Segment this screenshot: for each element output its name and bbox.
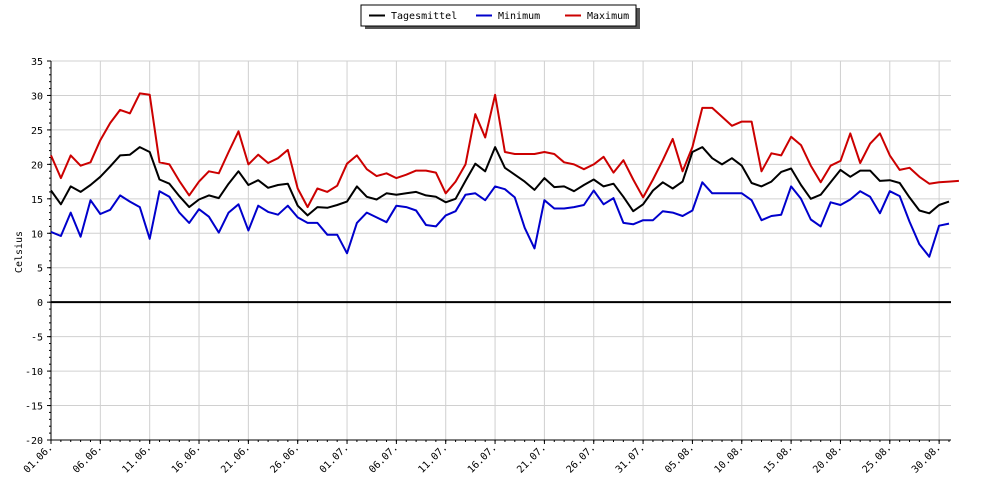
series-group xyxy=(50,92,959,258)
y-tick-label: 10 xyxy=(31,229,43,240)
series-line-maximum xyxy=(50,92,959,209)
y-tick-label: 35 xyxy=(31,57,43,68)
y-tick-label: 0 xyxy=(37,298,43,309)
y-axis-label: Celsius xyxy=(14,231,25,273)
x-axis-ticks: 01.06. 06.06. 11.06. 16.06. 21.06. 26.06. 01.0… xyxy=(22,440,950,476)
x-tick-label: 06.06. xyxy=(71,442,104,475)
grid-lines xyxy=(51,60,951,441)
y-tick-label: 25 xyxy=(31,126,43,137)
y-tick-label: 5 xyxy=(37,264,43,275)
x-tick-label: 10.08. xyxy=(713,442,746,475)
y-tick-label: -20 xyxy=(25,436,43,447)
legend-box xyxy=(360,4,637,27)
legend-label-minimum: Minimum xyxy=(498,11,540,22)
x-tick-label: 16.07. xyxy=(466,442,499,475)
legend-label-tagesmittel: Tagesmittel xyxy=(391,11,457,22)
x-tick-label: 16.06. xyxy=(170,442,203,475)
y-tick-label: 15 xyxy=(31,195,43,206)
x-tick-label: 01.07. xyxy=(318,442,351,475)
x-tick-label: 11.07. xyxy=(417,442,450,475)
x-tick-label: 01.06. xyxy=(22,442,55,475)
x-tick-label: 21.06. xyxy=(219,442,252,475)
legend: Tagesmittel Minimum Maximum xyxy=(360,4,640,29)
x-tick-label: 26.06. xyxy=(269,442,302,475)
x-tick-label: 25.08. xyxy=(861,442,894,475)
y-tick-label: -5 xyxy=(31,333,43,344)
x-tick-label: 11.06. xyxy=(120,442,153,475)
y-axis-ticks: -20 -15 -10 -5 0 5 10 15 20 25 30 35 xyxy=(25,57,51,447)
y-tick-label: -15 xyxy=(25,402,43,413)
x-tick-label: 05.08. xyxy=(663,442,696,475)
series-line-minimum xyxy=(50,181,950,258)
series-line-tagesmittel xyxy=(50,146,950,217)
x-tick-label: 20.08. xyxy=(811,442,844,475)
axes xyxy=(50,61,951,441)
x-tick-label: 31.07. xyxy=(614,442,647,475)
x-tick-label: 26.07. xyxy=(565,442,598,475)
x-tick-label: 15.08. xyxy=(762,442,795,475)
x-tick-label: 21.07. xyxy=(515,442,548,475)
legend-label-maximum: Maximum xyxy=(587,11,629,22)
y-tick-label: 30 xyxy=(31,91,43,102)
x-tick-label: 30.08. xyxy=(910,442,943,475)
x-tick-label: 06.07. xyxy=(367,442,400,475)
y-tick-label: 20 xyxy=(31,160,43,171)
y-tick-label: -10 xyxy=(25,367,43,378)
